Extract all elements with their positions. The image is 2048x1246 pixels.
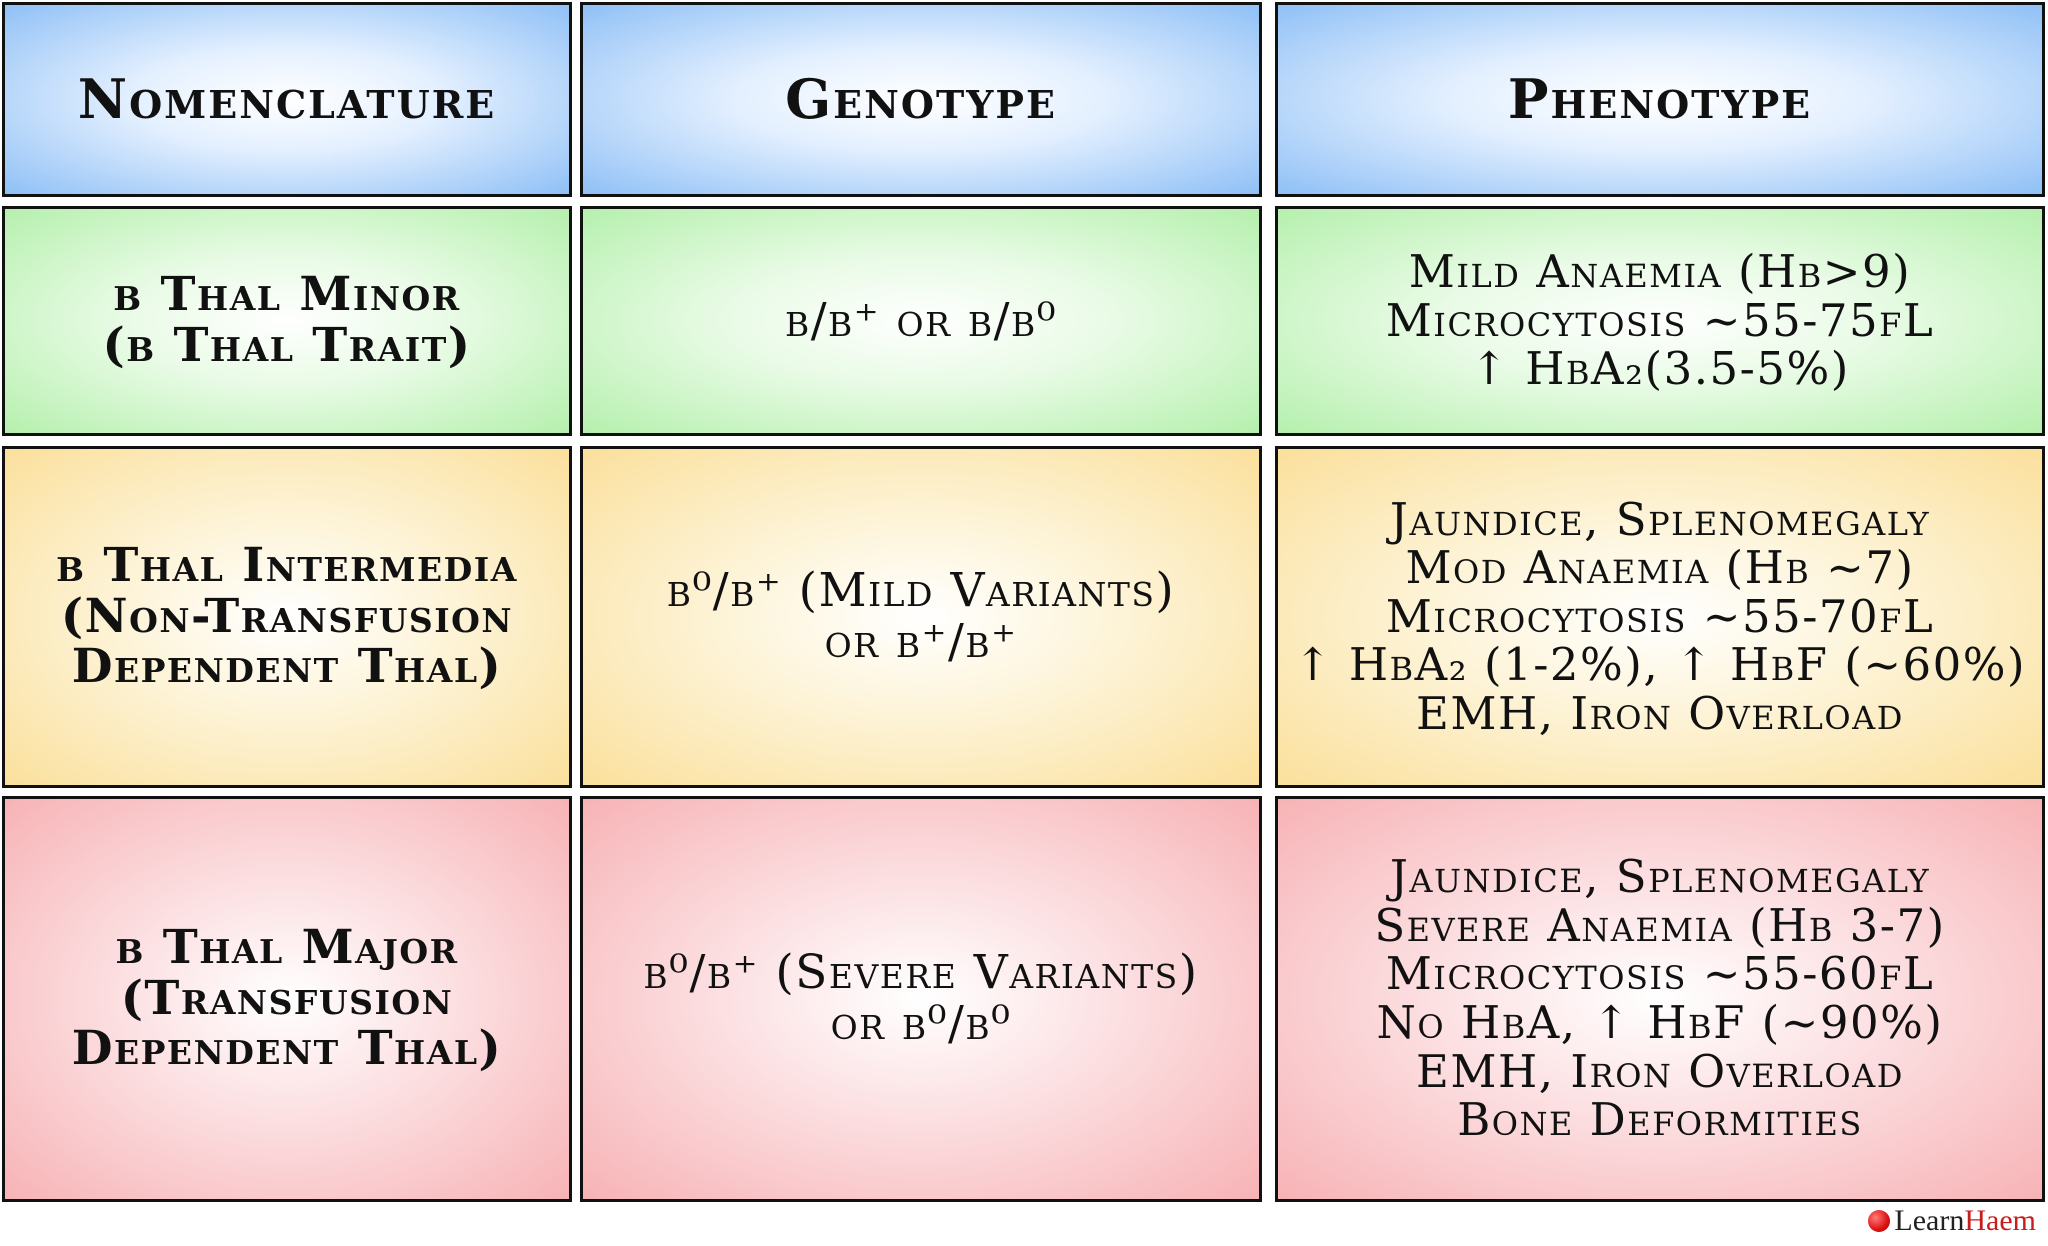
row-minor-genotype: β/β⁺ or β/β⁰ — [580, 206, 1262, 436]
row-intermedia-nomenclature: β Thal Intermedia (Non-Transfusion Depen… — [2, 446, 572, 788]
header-nomenclature: Nomenclature — [2, 2, 572, 197]
phenotype-line: Microcytosis ~55-60fL — [1385, 947, 1935, 1001]
row-major-phenotype: Jaundice, Splenomegaly Severe Anaemia (H… — [1275, 796, 2045, 1202]
logo-text-learn: Learn — [1894, 1204, 1965, 1237]
nomenclature-line: (β Thal Trait) — [102, 318, 472, 373]
phenotype-line: Jaundice, Splenomegaly — [1389, 850, 1931, 904]
phenotype-line: EMH, Iron Overload — [1416, 1044, 1904, 1098]
nomenclature-line: β Thal Intermedia — [56, 537, 518, 593]
phenotype-line: Severe Anaemia (Hb 3-7) — [1374, 898, 1946, 952]
nomenclature-line: Dependent Thal) — [71, 639, 503, 695]
row-intermedia-genotype: β⁰/β⁺ (Mild Variants) or β⁺/β⁺ — [580, 446, 1262, 788]
nomenclature-line: Dependent Thal) — [71, 1021, 503, 1077]
phenotype-line: EMH, Iron Overload — [1416, 686, 1904, 740]
row-major-genotype: β⁰/β⁺ (Severe Variants) or β⁰/β⁰ — [580, 796, 1262, 1202]
logo-circle-icon — [1868, 1210, 1891, 1232]
row-intermedia-phenotype: Jaundice, Splenomegaly Mod Anaemia (Hb ~… — [1275, 446, 2045, 788]
learnhaem-logo: Learn Haem — [1868, 1204, 2036, 1238]
phenotype-line: Mod Anaemia (Hb ~7) — [1405, 541, 1915, 595]
phenotype-line: Microcytosis ~55-70fL — [1385, 589, 1935, 643]
header-genotype: Genotype — [580, 2, 1262, 197]
logo-text-haem: Haem — [1964, 1204, 2036, 1237]
phenotype-line: Microcytosis ~55-75fL — [1385, 293, 1935, 347]
phenotype-line: Jaundice, Splenomegaly — [1389, 492, 1931, 546]
phenotype-line: ↑ HbA₂(3.5-5%) — [1470, 342, 1850, 396]
header-phenotype: Phenotype — [1275, 2, 2045, 197]
genotype-line: β⁰/β⁺ (Mild Variants) — [666, 563, 1176, 619]
genotype-line: β/β⁺ or β/β⁰ — [784, 292, 1058, 348]
phenotype-line: ↑ HbA₂ (1-2%), ↑ HbF (~60%) — [1293, 638, 2027, 692]
nomenclature-line: (Non-Transfusion — [60, 588, 514, 644]
row-minor-nomenclature: β Thal Minor (β Thal Trait) — [2, 206, 572, 436]
nomenclature-line: β Thal Minor — [113, 267, 461, 323]
phenotype-line: No HbA, ↑ HbF (~90%) — [1376, 996, 1944, 1049]
genotype-line: or β⁺/β⁺ — [824, 614, 1018, 669]
phenotype-line: Mild Anaemia (Hb>9) — [1408, 245, 1912, 299]
header-label: Genotype — [785, 67, 1057, 132]
header-label: Phenotype — [1507, 67, 1813, 132]
phenotype-line: Bone Deformities — [1457, 1093, 1863, 1147]
nomenclature-line: (Transfusion — [120, 970, 454, 1026]
nomenclature-line: β Thal Major — [115, 919, 459, 975]
genotype-line: β⁰/β⁺ (Severe Variants) — [643, 945, 1199, 1001]
row-minor-phenotype: Mild Anaemia (Hb>9) Microcytosis ~55-75f… — [1275, 206, 2045, 436]
genotype-line: or β⁰/β⁰ — [830, 996, 1012, 1051]
header-label: Nomenclature — [77, 67, 497, 132]
row-major-nomenclature: β Thal Major (Transfusion Dependent Thal… — [2, 796, 572, 1202]
